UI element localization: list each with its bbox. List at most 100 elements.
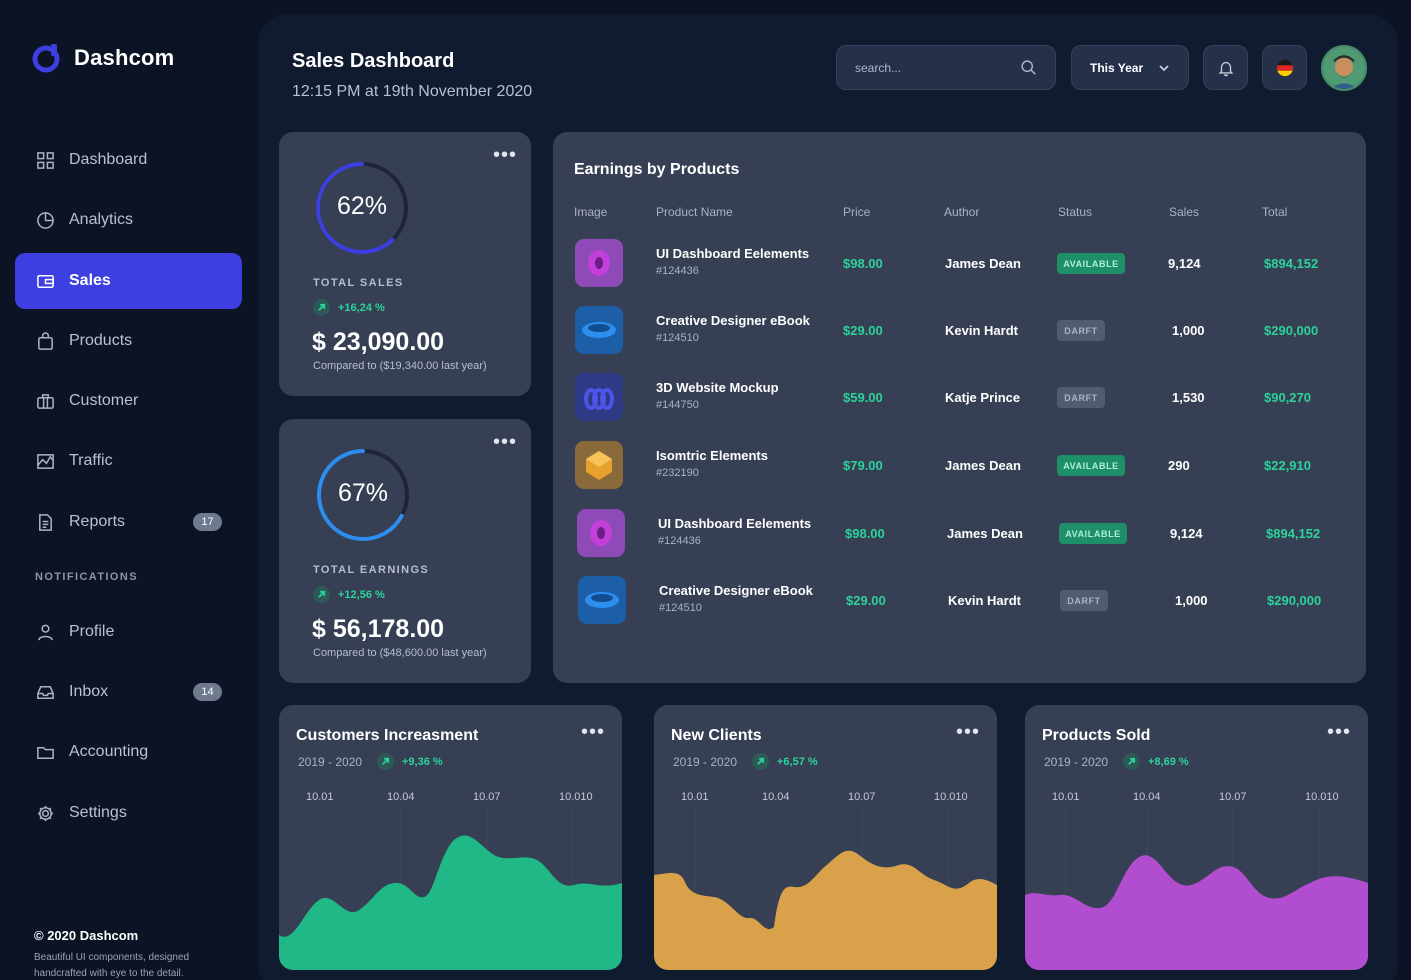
folder-icon — [37, 746, 54, 759]
product-thumbnail[interactable] — [575, 441, 623, 489]
logo-icon — [32, 44, 60, 73]
product-price: $29.00 — [846, 593, 886, 608]
grid-icon — [37, 151, 54, 169]
kpi-trend: +12,56 % — [313, 586, 385, 603]
kpi-trend-value: +12,56 % — [338, 588, 385, 601]
product-id: #124436 — [656, 265, 699, 277]
search-input[interactable] — [855, 60, 1005, 75]
product-thumbnail[interactable] — [575, 239, 623, 287]
more-options-icon[interactable]: ••• — [492, 144, 517, 166]
column-header: Image — [574, 205, 608, 219]
product-price: $79.00 — [843, 458, 883, 473]
product-thumbnail[interactable] — [575, 306, 623, 354]
x-tick-label: 10.010 — [559, 791, 593, 803]
product-price: $59.00 — [843, 390, 883, 405]
nav-label: Analytics — [69, 211, 134, 228]
page-title: Sales Dashboard — [292, 50, 455, 72]
period-select[interactable]: This Year — [1071, 45, 1189, 90]
product-total: $22,910 — [1264, 458, 1311, 473]
notifications-button[interactable] — [1203, 45, 1248, 90]
kpi-label: TOTAL SALES — [313, 277, 404, 289]
tagline: Beautiful UI components, designed handcr… — [34, 952, 190, 979]
notifications-section-label: NOTIFICATIONS — [35, 571, 138, 583]
product-ring-blue-icon — [582, 322, 616, 338]
nav-item-inbox[interactable]: Inbox 14 — [15, 664, 242, 720]
nav-item-accounting[interactable]: Accounting — [15, 724, 242, 780]
status-badge: DARFT — [1057, 387, 1105, 408]
product-price: $29.00 — [843, 323, 883, 338]
product-spring-indigo-icon — [584, 388, 614, 410]
customers-increasment-card: Customers Increasment ••• 2019 - 2020 +9,36… — [279, 705, 622, 970]
kpi-trend-value: +16,24 % — [338, 301, 385, 314]
copyright: © 2020 Dashcom — [34, 928, 139, 943]
product-name[interactable]: Creative Designer eBook — [659, 583, 813, 598]
chart-trend-value: +9,36 % — [402, 755, 443, 768]
more-options-icon[interactable]: ••• — [492, 431, 517, 453]
search-box[interactable] — [836, 45, 1056, 90]
nav-item-reports[interactable]: Reports 17 — [15, 494, 242, 550]
nav-item-settings[interactable]: Settings — [15, 785, 242, 841]
status-badge: AVAILABLE — [1057, 455, 1125, 476]
period-value: This Year — [1090, 60, 1144, 75]
product-thumbnail[interactable] — [577, 509, 625, 557]
nav-item-profile[interactable]: Profile — [15, 604, 242, 660]
product-total: $290,000 — [1267, 593, 1322, 608]
nav-item-dashboard[interactable]: Dashboard — [15, 132, 242, 188]
product-ring-blue-icon — [585, 592, 619, 608]
kpi-ring — [317, 449, 409, 541]
wallet-icon — [37, 274, 54, 288]
arrow-up-right-icon — [1123, 753, 1140, 770]
briefcase-icon — [37, 393, 54, 409]
chart-trend-value: +8,69 % — [1148, 755, 1189, 768]
product-name[interactable]: Isomtric Elements — [656, 448, 768, 463]
product-id: #124510 — [656, 332, 699, 344]
bell-icon — [1218, 61, 1233, 76]
area-series — [1025, 855, 1368, 970]
brand[interactable]: Dashcom — [30, 42, 174, 74]
product-sales: 9,124 — [1170, 526, 1203, 541]
kpi-value: $ 23,090.00 — [312, 328, 445, 356]
nav-item-products[interactable]: Products — [15, 313, 242, 369]
product-thumbnail[interactable] — [575, 373, 623, 421]
search-icon[interactable] — [1020, 59, 1037, 76]
product-id: #124436 — [658, 535, 701, 547]
chevron-down-icon — [1159, 64, 1169, 71]
product-sales: 1,000 — [1175, 593, 1208, 608]
document-icon — [39, 513, 52, 531]
column-header: Sales — [1169, 205, 1200, 219]
more-options-icon[interactable]: ••• — [1326, 721, 1351, 743]
product-name[interactable]: Creative Designer eBook — [656, 313, 810, 328]
chart-range: 2019 - 2020 — [1044, 755, 1109, 769]
area-series — [654, 850, 997, 970]
avatar[interactable] — [1321, 45, 1367, 91]
product-id: #232190 — [656, 467, 699, 479]
nav-label: Inbox — [69, 683, 109, 700]
product-sales: 1,530 — [1172, 390, 1205, 405]
x-tick-label: 10.07 — [473, 791, 501, 803]
product-name[interactable]: UI Dashboard Eelements — [656, 246, 810, 261]
product-id: #124510 — [659, 602, 702, 614]
product-name[interactable]: 3D Website Mockup — [656, 380, 779, 395]
product-name[interactable]: UI Dashboard Eelements — [658, 516, 812, 531]
status-badge: AVAILABLE — [1059, 523, 1127, 544]
nav-item-sales[interactable]: Sales — [15, 253, 242, 309]
pie-chart-icon — [37, 211, 54, 229]
area-series — [279, 835, 622, 970]
reports-badge: 17 — [193, 513, 222, 531]
product-thumbnail[interactable] — [578, 576, 626, 624]
x-tick-label: 10.04 — [387, 791, 415, 803]
nav-item-customer[interactable]: Customer — [15, 373, 242, 429]
product-price: $98.00 — [845, 526, 885, 541]
product-author: Kevin Hardt — [945, 323, 1018, 338]
x-tick-label: 10.010 — [1305, 791, 1339, 803]
ring-progress — [317, 449, 409, 541]
nav-item-traffic[interactable]: Traffic — [15, 433, 242, 489]
more-options-icon[interactable]: ••• — [580, 721, 605, 743]
kpi-compare: Compared to ($48,600.00 last year) — [313, 647, 487, 659]
more-options-icon[interactable]: ••• — [955, 721, 980, 743]
nav-item-analytics[interactable]: Analytics — [15, 192, 242, 248]
kpi-label: TOTAL EARNINGS — [313, 564, 430, 576]
nav-label: Traffic — [69, 452, 113, 469]
product-author: Kevin Hardt — [948, 593, 1021, 608]
language-button[interactable] — [1262, 45, 1307, 90]
